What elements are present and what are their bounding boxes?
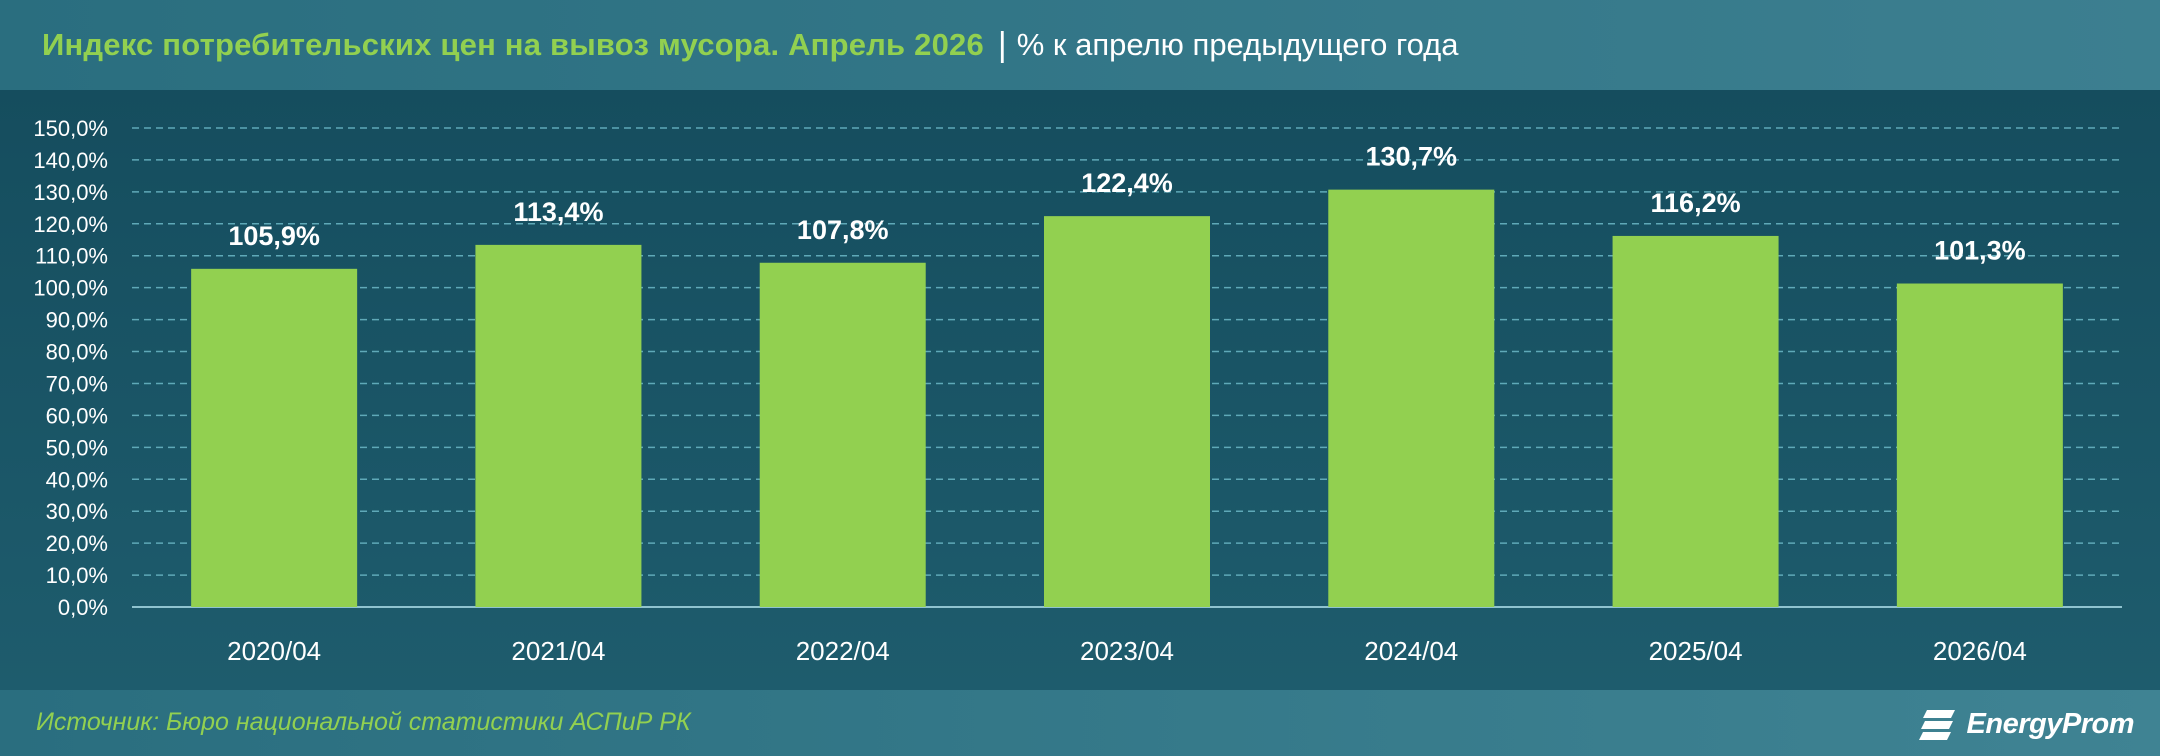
y-tick-label: 140,0%: [33, 148, 108, 173]
y-tick-label: 60,0%: [46, 403, 108, 428]
y-tick-label: 20,0%: [46, 531, 108, 556]
value-label: 130,7%: [1365, 142, 1457, 172]
y-tick-label: 150,0%: [33, 116, 108, 141]
y-axis-ticks: 0,0% 10,0% 20,0% 30,0% 40,0% 50,0% 60,0% 70,0% 8…: [33, 116, 108, 620]
logo-text: EnergyProm: [1966, 707, 2135, 740]
chart-footer: Источник: Бюро национальной статистики А…: [0, 690, 2160, 756]
y-tick-label: 110,0%: [35, 244, 108, 269]
x-tick-label: 2025/04: [1649, 636, 1743, 666]
bar-2023-04: [1044, 216, 1210, 608]
y-tick-label: 80,0%: [46, 340, 108, 365]
value-labels: 105,9% 113,4% 107,8% 122,4% 130,7% 116,2% 101,…: [228, 142, 2025, 266]
y-tick-label: 30,0%: [46, 499, 108, 524]
energyprom-logo-icon: [1918, 710, 1955, 740]
value-label: 101,3%: [1934, 236, 2026, 266]
bar-chart: 0,0% 10,0% 20,0% 30,0% 40,0% 50,0% 60,0% 70,0% 8…: [33, 116, 2122, 666]
bar-2025-04: [1612, 235, 1779, 607]
x-tick-label: 2023/04: [1080, 636, 1174, 666]
energyprom-logo: EnergyProm: [1918, 702, 2135, 746]
y-tick-label: 40,0%: [46, 467, 108, 492]
bar-2024-04: [1328, 189, 1495, 607]
y-tick-label: 100,0%: [33, 276, 108, 301]
title-separator: |: [997, 25, 1007, 64]
y-tick-label: 70,0%: [46, 371, 108, 396]
bars: [191, 189, 2063, 608]
value-label: 113,4%: [513, 197, 603, 227]
y-tick-label: 0,0%: [58, 595, 108, 620]
bar-2021-04: [475, 244, 642, 607]
x-axis-ticks: 2020/04 2021/04 2022/04 2023/04 2024/04 2025/…: [227, 636, 2027, 666]
chart-subtitle: % к апрелю предыдущего года: [1016, 27, 1459, 62]
bar-2022-04: [759, 262, 926, 607]
bar-2026-04: [1896, 283, 2063, 607]
value-label: 116,2%: [1651, 188, 1741, 218]
chart-area: 0,0% 10,0% 20,0% 30,0% 40,0% 50,0% 60,0% 70,0% 8…: [0, 90, 2160, 690]
x-tick-label: 2020/04: [227, 636, 321, 666]
gridlines: [132, 127, 2122, 608]
y-tick-label: 130,0%: [33, 180, 108, 205]
bar-2020-04: [191, 268, 358, 607]
y-tick-label: 10,0%: [46, 563, 108, 588]
source-note: Источник: Бюро национальной статистики А…: [36, 708, 691, 736]
value-label: 122,4%: [1081, 168, 1173, 198]
x-tick-label: 2024/04: [1364, 636, 1458, 666]
chart-title: Индекс потребительских цен на вывоз мусо…: [42, 27, 984, 62]
y-tick-label: 90,0%: [46, 308, 108, 333]
value-label: 105,9%: [228, 221, 320, 251]
y-tick-label: 50,0%: [46, 435, 108, 460]
x-tick-label: 2021/04: [511, 636, 605, 666]
chart-header: Индекс потребительских цен на вывоз мусо…: [0, 0, 2160, 90]
x-tick-label: 2026/04: [1933, 636, 2027, 666]
x-tick-label: 2022/04: [796, 636, 890, 666]
y-tick-label: 120,0%: [33, 212, 108, 237]
value-label: 107,8%: [797, 215, 889, 245]
